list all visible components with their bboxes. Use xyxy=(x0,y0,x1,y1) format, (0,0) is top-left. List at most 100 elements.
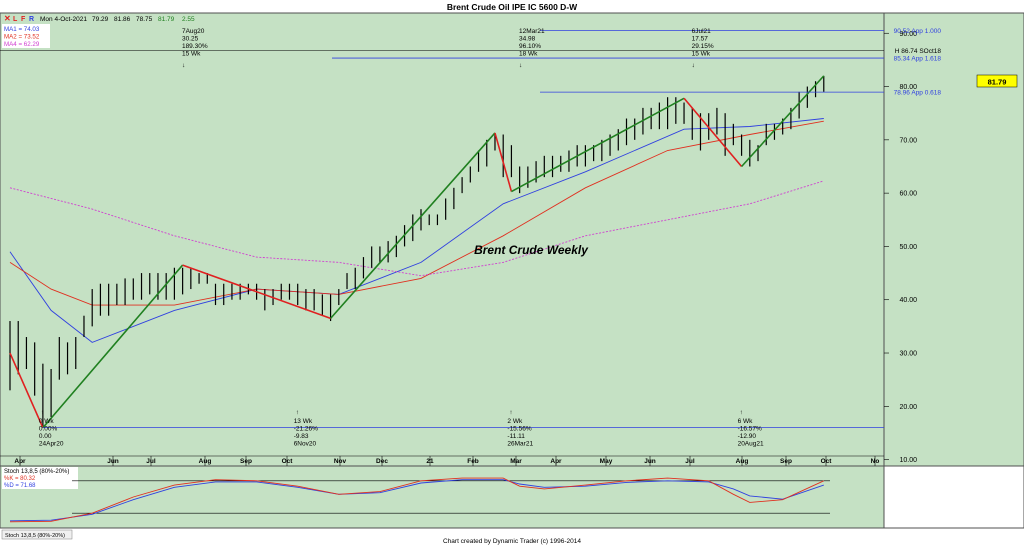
bottom-annotation-line: 6Nov20 xyxy=(294,441,317,448)
bottom-annotation-line: 26Mar21 xyxy=(507,441,533,448)
stoch-legend-box xyxy=(2,467,78,489)
header-low: 78.75 xyxy=(136,16,153,23)
x-tick-label: Aug xyxy=(199,458,212,465)
x-tick-label: Sep xyxy=(780,458,792,465)
y-tick-label: 20.00 xyxy=(899,404,917,411)
stoch-tab-label: Stoch 13,8,5 (80%-20%) xyxy=(5,533,65,539)
x-tick-label: May xyxy=(600,458,613,465)
x-tick-label: Jul xyxy=(685,458,695,465)
top-annotation-line: 15 Wk xyxy=(182,51,201,58)
x-tick-label: Nov xyxy=(334,458,347,465)
top-annotation-line: 189.30% xyxy=(182,43,208,50)
top-annotation-line: 17.57 xyxy=(692,36,709,43)
projection-label: 85.34 App 1.618 xyxy=(894,56,942,63)
bottom-annotation-line: 13 Wk xyxy=(294,418,313,425)
y-tick-label: 10.00 xyxy=(899,457,917,464)
y-tick-label: 90.00 xyxy=(899,31,917,38)
header-date: Mon 4-Oct-2021 xyxy=(40,16,87,23)
bottom-annotation-line: 0 Wk xyxy=(39,418,55,425)
bottom-annotation-line: 0.00 xyxy=(39,433,52,440)
header-bar: ✕ L F R Mon 4-Oct-2021 79.29 81.86 78.75… xyxy=(4,14,195,23)
top-annotation-line: 12Mar21 xyxy=(519,28,545,35)
stoch-d-label: %D = 71.68 xyxy=(4,483,36,489)
axis-ticks: 90.00 80.00 70.00 60.00 50.00 40.00 30.00 20.00… xyxy=(0,31,917,466)
bottom-annotation-line: -16.57% xyxy=(738,426,762,433)
ma4-line xyxy=(9,180,824,277)
ma4-label: MA4 = 62.29 xyxy=(4,41,40,48)
down-arrow-icon: ↓ xyxy=(692,62,695,69)
projection-label: 78.96 App 0.618 xyxy=(894,90,942,97)
swing-zigzag xyxy=(9,75,825,429)
up-arrow-icon: ↑ xyxy=(41,409,44,416)
bottom-annotation-line: -12.90 xyxy=(738,433,757,440)
close-icon[interactable]: ✕ xyxy=(4,14,11,23)
y-tick-label: 50.00 xyxy=(899,244,917,251)
top-annotation-line: 96.10% xyxy=(519,43,541,50)
ma2-label: MA2 = 73.52 xyxy=(4,34,40,41)
up-arrow-icon: ↑ xyxy=(296,409,299,416)
x-tick-label: No xyxy=(871,458,880,465)
x-tick-label: Mar xyxy=(510,458,522,465)
up-arrow-icon: ↑ xyxy=(509,409,512,416)
top-annotation-line: 7Aug20 xyxy=(182,28,205,35)
bottom-annotation-line: 0.00% xyxy=(39,426,58,433)
y-tick-label: 30.00 xyxy=(899,351,917,358)
header-high: 81.86 xyxy=(114,16,131,23)
projection-label: 90.52 App 1.000 xyxy=(894,28,942,35)
price-panel xyxy=(0,12,885,467)
top-annotation-line: 15 Wk xyxy=(692,51,711,58)
bottom-annotation-line: -9.83 xyxy=(294,433,309,440)
zigzag-segment xyxy=(494,132,513,192)
stochastic-axis-panel xyxy=(883,465,1024,529)
ma1-label: MA1 = 74.03 xyxy=(4,26,40,33)
zigzag-segment xyxy=(740,75,825,168)
zigzag-segment xyxy=(9,352,44,429)
footer-credit: Chart created by Dynamic Trader (c) 1996… xyxy=(443,538,581,545)
top-annotation-line: 18 Wk xyxy=(519,51,538,58)
y-tick-label: 40.00 xyxy=(899,297,917,304)
x-tick-label: Oct xyxy=(282,458,294,465)
stoch-k-label: %K = 80.32 xyxy=(4,476,36,482)
y-tick-label: 60.00 xyxy=(899,191,917,198)
x-tick-label: Oct xyxy=(821,458,833,465)
x-tick-label: Sep xyxy=(240,458,252,465)
bottom-annotation-line: 20Aug21 xyxy=(738,441,764,448)
x-tick-label: Apr xyxy=(550,458,562,465)
bottom-annotation-line: 2 Wk xyxy=(507,418,523,425)
stochastic-lines xyxy=(9,477,830,523)
current-price: 81.79 xyxy=(988,78,1007,87)
up-arrow-icon: ↑ xyxy=(740,409,743,416)
header-change: 2.55 xyxy=(182,16,195,23)
chart-watermark-title: Brent Crude Weekly xyxy=(474,243,589,257)
r-icon[interactable]: R xyxy=(29,16,34,23)
stoch-k-line xyxy=(9,477,824,523)
stoch-tab[interactable] xyxy=(1,529,73,540)
down-arrow-icon: ↓ xyxy=(519,62,522,69)
price-axis-panel xyxy=(883,12,1024,467)
top-annotation-line: 30.25 xyxy=(182,36,199,43)
x-tick-label: 21 xyxy=(426,458,434,465)
bottom-annotation-line: -11.11 xyxy=(507,433,525,440)
f-icon[interactable]: F xyxy=(21,16,26,23)
header-open: 79.29 xyxy=(92,16,109,23)
zigzag-segment xyxy=(511,97,685,193)
top-annotation-line: 29.15% xyxy=(692,43,714,50)
top-annotation-line: 6Jul21 xyxy=(692,28,712,35)
chart-title: Brent Crude Oil IPE IC 5600 D-W xyxy=(447,2,578,12)
zigzag-segment xyxy=(42,264,184,429)
x-tick-label: Apr xyxy=(14,458,26,465)
ma2-line xyxy=(9,120,824,306)
zigzag-segment xyxy=(683,97,743,168)
x-tick-label: Jun xyxy=(107,458,119,465)
bottom-annotation-line: -15.56% xyxy=(507,426,531,433)
top-annotation-line: 34.98 xyxy=(519,36,536,43)
x-tick-label: Aug xyxy=(736,458,749,465)
ma-legend: MA1 = 74.03 MA2 = 73.52 MA4 = 62.29 xyxy=(2,24,50,48)
l-icon[interactable]: L xyxy=(13,16,18,23)
stoch-legend: Stoch 13,8,5 (80%-20%) %K = 80.32 %D = 7… xyxy=(2,467,78,489)
current-price-box xyxy=(976,74,1018,88)
projection-lines: 90.52 App 1.000 85.34 App 1.618 78.96 App … xyxy=(0,28,942,429)
